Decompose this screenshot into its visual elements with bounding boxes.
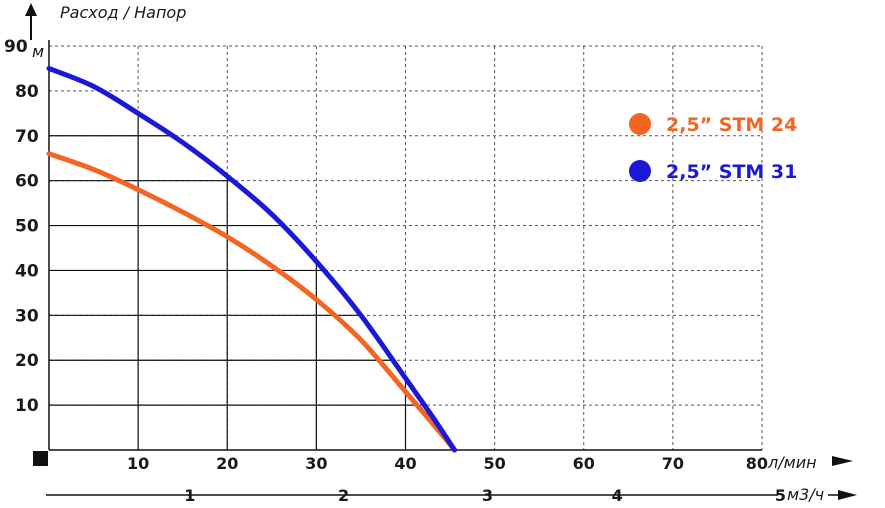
x-axis-unit: л/мин: [767, 453, 817, 472]
y-axis-title: Расход / Напор: [60, 3, 186, 22]
x-tick-label: 80: [746, 454, 768, 473]
legend: 2,5” STM 24 2,5” STM 31: [629, 113, 797, 183]
y-tick-label: 40: [15, 261, 39, 281]
y-tick-label: 20: [15, 351, 39, 371]
series-lines: [46, 65, 458, 453]
y-tick-label: 60: [15, 172, 39, 192]
x-tick-label: 20: [216, 454, 238, 473]
axes: 10 20 30 40 50 60 70 80 90 10 20 30 40 50 60 70 80 1 2 3 4 5: [4, 3, 857, 505]
y-axis-arrow-head: [25, 3, 37, 16]
y-tick-label: 70: [15, 127, 39, 147]
x-tick-label: 40: [394, 454, 416, 473]
grid: [49, 45, 763, 450]
x2-tick-label: 5: [775, 486, 786, 505]
series-line: [46, 65, 458, 453]
y-tick-label: 50: [15, 217, 39, 237]
legend-label: 2,5” STM 24: [666, 114, 797, 136]
x2-axis-unit: м3/ч: [787, 485, 824, 504]
y-tick-label: 90: [4, 37, 28, 57]
x2-tick-label: 3: [482, 486, 493, 505]
legend-label: 2,5” STM 31: [666, 161, 797, 183]
legend-marker: [629, 113, 651, 135]
legend-marker: [629, 160, 651, 182]
x-tick-label: 50: [483, 454, 505, 473]
x-tick-label: 70: [662, 454, 684, 473]
x-tick-label: 10: [127, 454, 149, 473]
series-line: [46, 151, 458, 453]
x2-tick-label: 2: [338, 486, 349, 505]
y-tick-label: 30: [15, 306, 39, 326]
y-tick-label: 80: [15, 82, 39, 102]
x-tick-label: 60: [573, 454, 595, 473]
axis-labels: Расход / Напор м л/мин м3/ч: [32, 3, 824, 504]
x-tick-label: 30: [305, 454, 327, 473]
y-axis-unit: м: [32, 42, 44, 61]
origin-square: [33, 451, 48, 466]
x2-tick-label: 4: [612, 486, 623, 505]
x2-tick-label: 1: [184, 486, 195, 505]
y-tick-label: 10: [15, 396, 39, 416]
x2-axis-arrow: [838, 490, 857, 500]
x-axis-arrow: [832, 456, 853, 466]
